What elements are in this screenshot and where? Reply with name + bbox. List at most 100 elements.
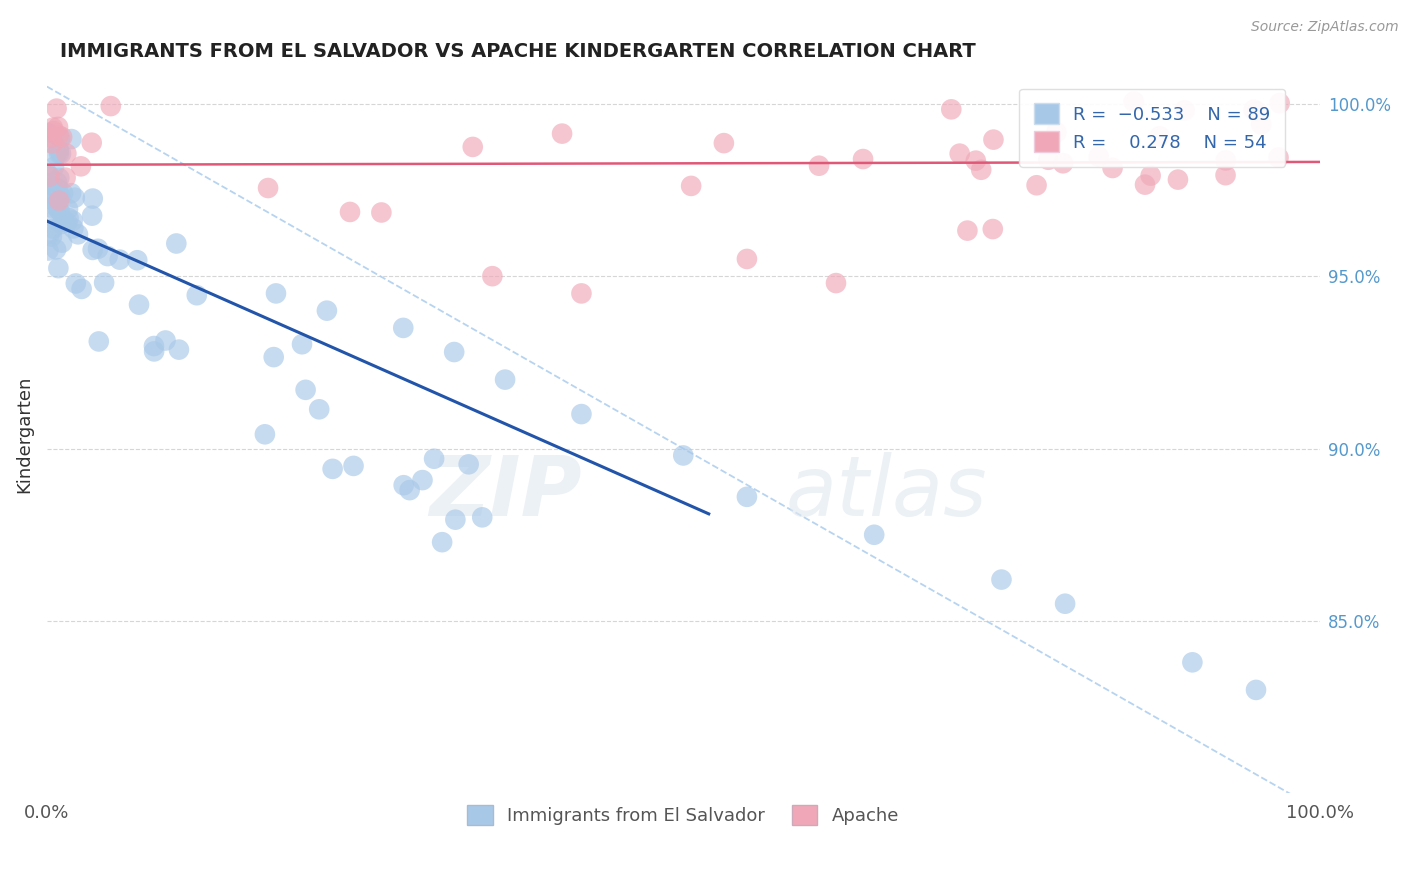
Point <box>863 528 886 542</box>
Point <box>42 186 65 200</box>
Point <box>1181 656 1204 670</box>
Point <box>63 191 86 205</box>
Point <box>398 483 420 497</box>
Point <box>108 252 131 267</box>
Point <box>82 209 104 223</box>
Point <box>70 159 93 173</box>
Point <box>41 130 63 145</box>
Point <box>42 194 65 208</box>
Point <box>142 339 165 353</box>
Point <box>264 286 287 301</box>
Point <box>571 286 593 301</box>
Point <box>339 205 361 219</box>
Point <box>308 402 330 417</box>
Point <box>852 152 875 166</box>
Point <box>52 186 75 201</box>
Point <box>322 462 344 476</box>
Point <box>49 204 72 219</box>
Point <box>392 478 415 492</box>
Point <box>983 133 1005 147</box>
Point <box>87 334 110 349</box>
Point <box>65 277 87 291</box>
Point <box>1215 153 1237 168</box>
Point <box>56 215 79 229</box>
Point <box>39 187 62 202</box>
Point <box>1250 117 1272 131</box>
Point <box>941 103 963 117</box>
Point <box>82 192 104 206</box>
Point <box>48 143 70 157</box>
Point <box>41 201 63 215</box>
Point <box>37 177 59 191</box>
Point <box>681 178 703 193</box>
Point <box>494 373 516 387</box>
Point <box>1054 597 1077 611</box>
Point <box>39 136 62 150</box>
Point <box>127 253 149 268</box>
Point <box>1045 125 1067 139</box>
Point <box>42 124 65 138</box>
Point <box>571 407 593 421</box>
Point <box>444 513 467 527</box>
Point <box>263 350 285 364</box>
Point <box>45 181 67 195</box>
Point <box>37 126 59 140</box>
Point <box>62 213 84 227</box>
Point <box>49 131 72 145</box>
Point <box>253 427 276 442</box>
Point <box>42 221 65 235</box>
Point <box>42 160 65 174</box>
Point <box>1243 103 1265 117</box>
Text: Source: ZipAtlas.com: Source: ZipAtlas.com <box>1251 20 1399 34</box>
Point <box>155 334 177 348</box>
Point <box>46 175 69 189</box>
Point <box>970 162 993 177</box>
Point <box>1268 96 1291 111</box>
Point <box>291 337 314 351</box>
Point <box>461 140 484 154</box>
Point <box>51 217 73 231</box>
Point <box>825 276 848 290</box>
Point <box>1246 104 1268 119</box>
Point <box>58 211 80 225</box>
Point <box>165 236 187 251</box>
Point <box>49 188 72 202</box>
Point <box>82 243 104 257</box>
Point <box>672 449 695 463</box>
Point <box>38 227 60 241</box>
Legend: Immigrants from El Salvador, Apache: Immigrants from El Salvador, Apache <box>458 796 908 835</box>
Point <box>370 205 392 219</box>
Point <box>38 169 60 184</box>
Point <box>48 171 70 186</box>
Text: atlas: atlas <box>785 451 987 533</box>
Point <box>949 146 972 161</box>
Point <box>48 202 70 217</box>
Point <box>56 202 79 216</box>
Point <box>48 261 70 276</box>
Point <box>42 120 65 135</box>
Point <box>1122 95 1144 109</box>
Point <box>87 242 110 256</box>
Point <box>713 136 735 150</box>
Point <box>735 252 758 266</box>
Point <box>423 451 446 466</box>
Point <box>1025 178 1047 193</box>
Point <box>1101 161 1123 175</box>
Point <box>49 146 72 161</box>
Point <box>37 244 59 258</box>
Point <box>1267 151 1289 165</box>
Point <box>392 321 415 335</box>
Point <box>294 383 316 397</box>
Point <box>551 127 574 141</box>
Point <box>471 510 494 524</box>
Point <box>1052 156 1074 170</box>
Point <box>48 194 70 208</box>
Point <box>80 136 103 150</box>
Text: ZIP: ZIP <box>429 451 582 533</box>
Point <box>981 222 1004 236</box>
Point <box>956 224 979 238</box>
Point <box>1133 178 1156 192</box>
Point <box>41 136 63 151</box>
Point <box>45 199 67 213</box>
Point <box>45 148 67 162</box>
